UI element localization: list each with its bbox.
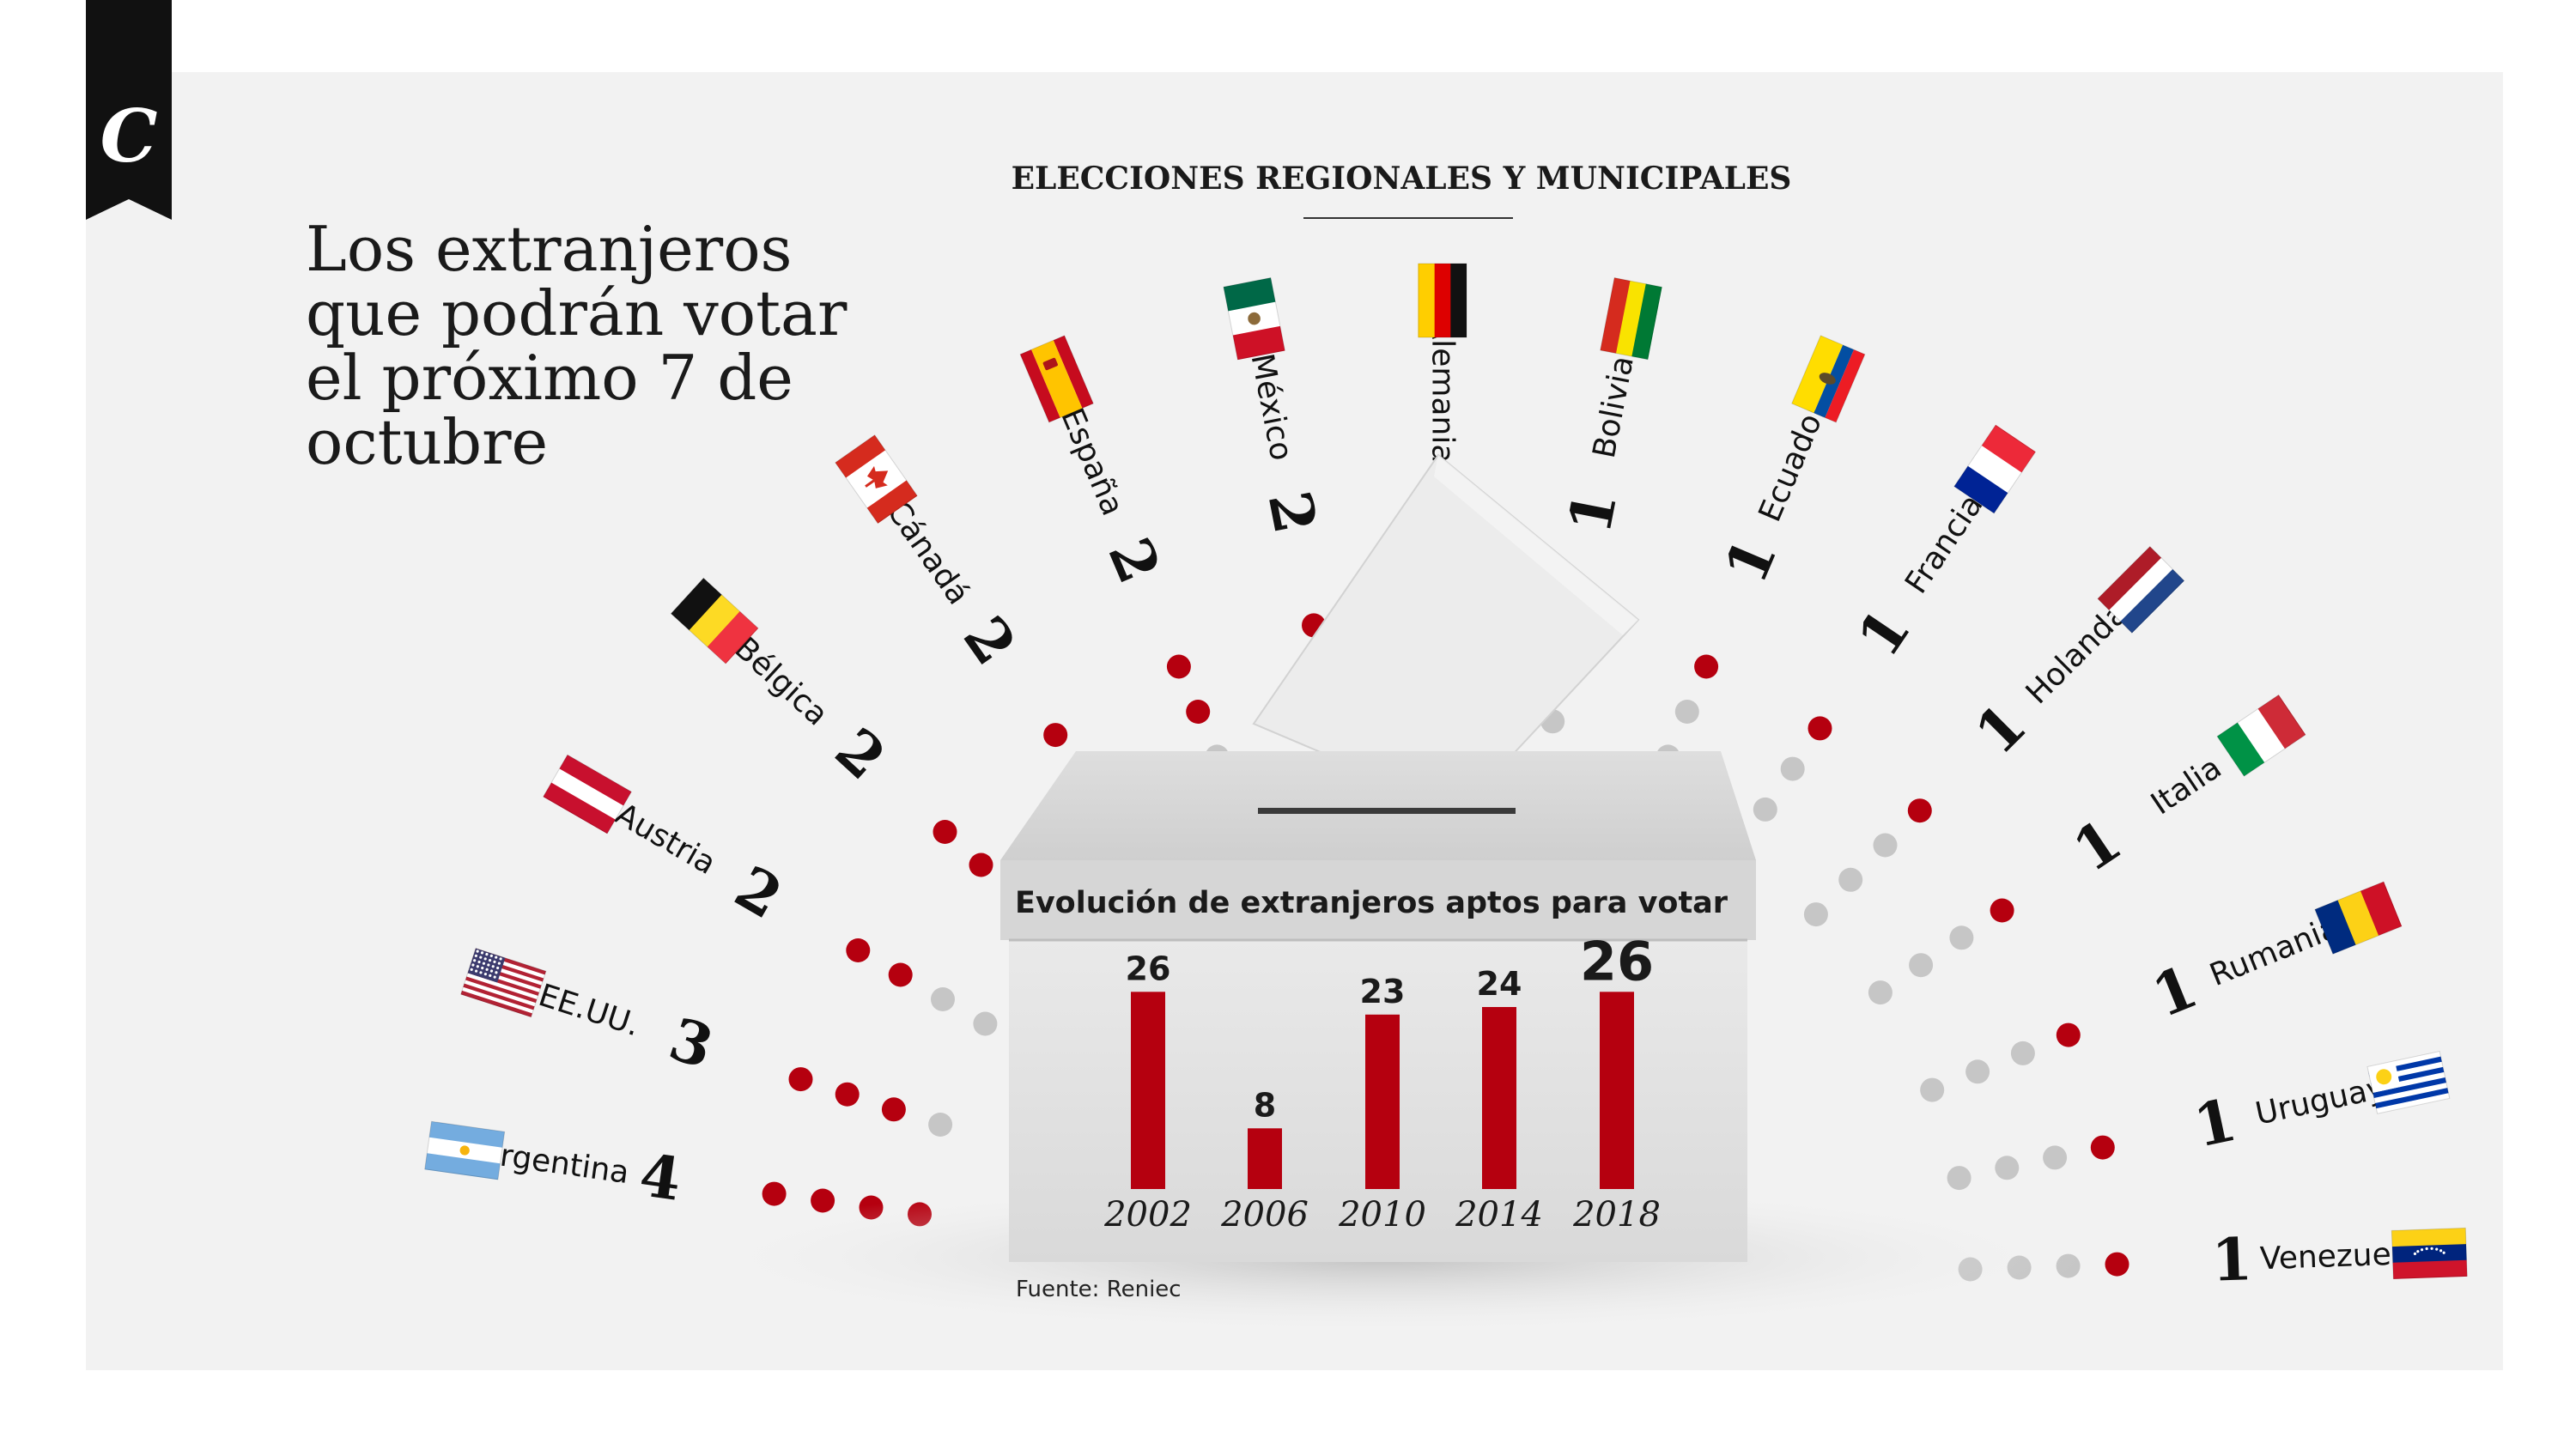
vote-dot-red [2090,1135,2115,1160]
bar-2010 [1365,1014,1400,1189]
vote-dot-gray [1965,1059,1990,1084]
headline: Los extranjeros que podrán votar el próx… [306,213,848,478]
bar-chart: 26 2002 8 2006 23 2010 24 2014 26 2018 [1103,930,1661,1235]
vote-dot-red [1807,716,1832,741]
vote-dot-red [835,1082,860,1107]
bar-value-label: 24 [1477,965,1522,1003]
logo-badge: C [86,0,172,220]
uruguay-flag-icon [2366,1050,2451,1114]
section-title: ELECCIONES REGIONALES Y MUNICIPALES [1012,161,1792,197]
vote-dot-gray [1838,867,1863,892]
vote-dot-red [1990,898,2014,923]
vote-dot-red [888,962,913,987]
vote-dot-gray [973,1011,998,1036]
vote-dot-red [2056,1022,2081,1047]
vote-dot-red [762,1181,787,1206]
vote-dot-red [1907,798,1932,823]
france-flag-icon [1953,424,2037,514]
bar-2006 [1248,1128,1282,1189]
country-ray-venezuela: 1 Venezuela [1958,1225,2468,1295]
vote-dot-red [881,1097,906,1122]
spain-flag-icon [1019,335,1094,423]
vote-dot-red [1043,723,1068,748]
vote-dot-gray [931,987,955,1011]
country-count: 1 [2210,1225,2253,1295]
bar-2002 [1131,992,1165,1189]
venezuela-flag-icon [2391,1227,2468,1279]
bar-value-label: 26 [1126,950,1171,987]
ecuador-flag-icon [1791,335,1866,423]
logo-letter: C [100,94,158,179]
bar-2018 [1600,992,1634,1189]
usa-flag-icon [460,948,547,1018]
argentina-flag-icon [424,1120,506,1180]
headline-line-2: que podrán votar [306,277,848,349]
headline-line-4: octubre [306,406,548,478]
netherlands-flag-icon [2097,545,2185,634]
x-tick-label: 2006 [1220,1195,1309,1235]
ballot-box-lid-top [1000,751,1756,860]
vote-dot-gray [1909,953,1934,978]
ballot-box-lid-front [1000,860,1756,940]
vote-dot-red [846,938,871,962]
vote-dot-gray [2010,1041,2035,1065]
vote-dot-gray [2043,1145,2068,1170]
bar-2014 [1482,1007,1516,1189]
vote-dot-gray [1947,1166,1971,1191]
vote-dot-gray [1873,833,1898,858]
vote-dot-red [1694,654,1719,679]
bar-value-label: 8 [1254,1086,1276,1124]
canada-flag-icon [835,434,918,524]
vote-dot-gray [928,1113,953,1137]
vote-dot-gray [1780,756,1805,781]
vote-dot-gray [1803,902,1828,927]
vote-dot-gray [1753,797,1777,822]
headline-line-1: Los extranjeros [306,213,793,285]
vote-dot-red [2105,1252,2129,1277]
vote-dot-gray [1949,925,1974,950]
belgium-flag-icon [670,577,759,664]
vote-dot-red [1186,700,1211,724]
romania-flag-icon [2314,881,2403,955]
vote-dot-red [1166,654,1191,679]
chart-title: Evolución de extranjeros aptos para vota… [1015,886,1728,920]
headline-line-3: el próximo 7 de [306,342,793,414]
x-tick-label: 2018 [1572,1195,1661,1235]
vote-dot-red [788,1067,813,1092]
vote-dot-red [811,1188,835,1213]
vote-dot-gray [1868,980,1893,1005]
vote-dot-red [933,820,957,844]
country-ray-uruguay: 1 Uruguay [1947,1050,2451,1191]
italy-flag-icon [2216,694,2306,777]
vote-dot-red [969,852,993,877]
vote-dot-gray [1995,1156,2020,1180]
x-tick-label: 2014 [1455,1195,1543,1235]
germany-flag-icon [1418,263,1467,338]
x-tick-label: 2010 [1338,1195,1426,1235]
mexico-flag-icon [1223,276,1285,361]
bar-value-label: 23 [1360,973,1406,1010]
ballot-slot [1258,808,1516,814]
austria-flag-icon [543,754,633,834]
bar-value-label: 26 [1580,930,1654,992]
vote-dot-gray [1674,700,1699,724]
bolivia-flag-icon [1600,276,1662,361]
country-count: 4 [635,1141,685,1215]
source-note: Fuente: Reniec [1016,1277,1182,1302]
x-tick-label: 2002 [1103,1195,1192,1235]
vote-dot-gray [1920,1077,1945,1102]
country-label: Alemania [1425,319,1461,464]
